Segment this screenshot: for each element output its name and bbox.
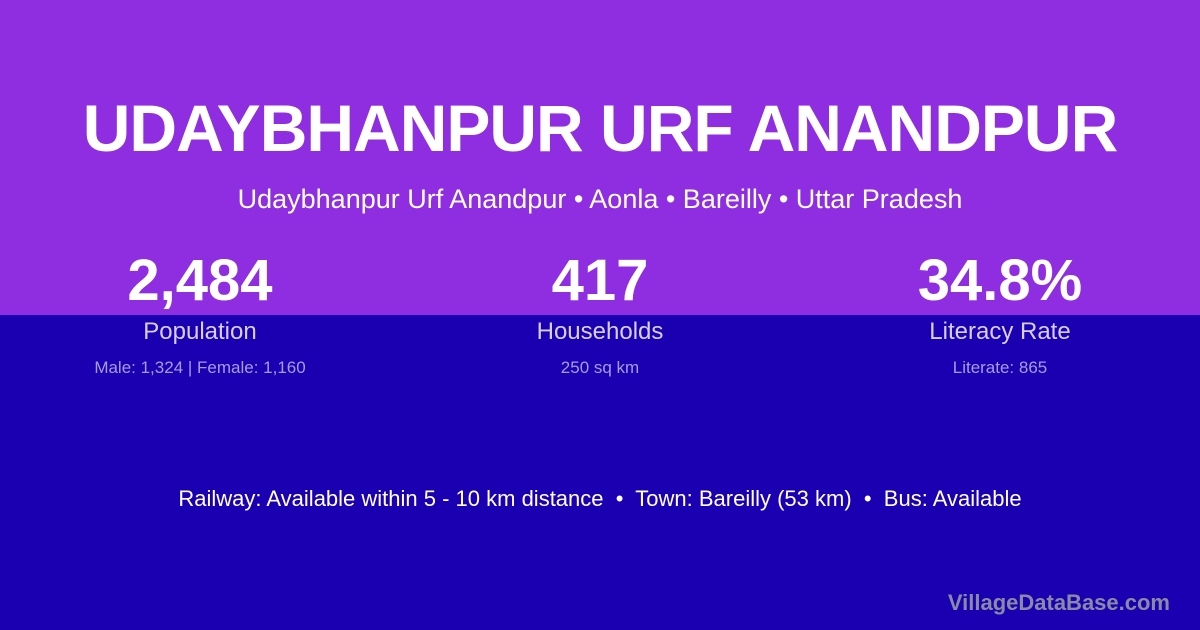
stat-detail: 250 sq km <box>560 358 640 377</box>
stat-detail: Literate: 865 <box>952 358 1048 377</box>
stat-label: Population <box>143 318 257 345</box>
brand-logo: VillageDataBase.com <box>947 590 1170 615</box>
page-title: UDAYBHANPUR URF ANANDPUR <box>82 91 1118 165</box>
transport-info: Railway: Available within 5 - 10 km dist… <box>178 486 1022 511</box>
location-breadcrumb: Udaybhanpur Urf Anandpur • Aonla • Barei… <box>237 184 963 214</box>
stat-value: 2,484 <box>127 248 273 313</box>
stat-label: Literacy Rate <box>929 318 1071 345</box>
stat-detail: Male: 1,324 | Female: 1,160 <box>94 358 306 377</box>
stat-value: 417 <box>551 248 649 313</box>
stat-value: 34.8% <box>917 248 1083 313</box>
stat-literacy: 34.8% Literacy Rate Literate: 865 <box>800 250 1200 378</box>
stat-population: 2,484 Population Male: 1,324 | Female: 1… <box>0 250 400 378</box>
stat-households: 417 Households 250 sq km <box>400 250 800 378</box>
stat-label: Households <box>536 318 664 345</box>
header-band <box>0 0 1200 315</box>
